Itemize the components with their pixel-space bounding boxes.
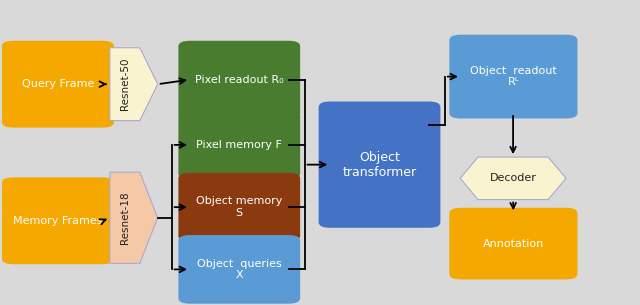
FancyBboxPatch shape xyxy=(179,41,300,119)
Polygon shape xyxy=(110,172,157,263)
Text: Resnet-18: Resnet-18 xyxy=(120,192,130,244)
Text: Annotation: Annotation xyxy=(483,239,544,249)
Text: Resnet-50: Resnet-50 xyxy=(120,58,130,110)
FancyBboxPatch shape xyxy=(449,208,577,279)
Polygon shape xyxy=(110,48,157,120)
Text: Object memory
S: Object memory S xyxy=(196,196,282,218)
FancyBboxPatch shape xyxy=(2,41,114,127)
Text: Decoder: Decoder xyxy=(490,173,536,183)
FancyBboxPatch shape xyxy=(179,235,300,304)
Text: Object
transformer: Object transformer xyxy=(342,151,417,179)
FancyBboxPatch shape xyxy=(179,173,300,242)
Text: Pixel memory F: Pixel memory F xyxy=(196,140,282,150)
Text: Query Frame: Query Frame xyxy=(22,79,94,89)
FancyBboxPatch shape xyxy=(179,111,300,179)
FancyBboxPatch shape xyxy=(2,178,114,264)
FancyBboxPatch shape xyxy=(449,35,577,119)
Text: Pixel readout R₀: Pixel readout R₀ xyxy=(195,75,284,84)
FancyBboxPatch shape xyxy=(319,102,440,228)
Text: Memory Frames: Memory Frames xyxy=(13,216,102,226)
Text: Object  queries
X: Object queries X xyxy=(197,259,282,280)
Text: Object  readout
Rᴸ: Object readout Rᴸ xyxy=(470,66,557,88)
Polygon shape xyxy=(460,157,566,199)
